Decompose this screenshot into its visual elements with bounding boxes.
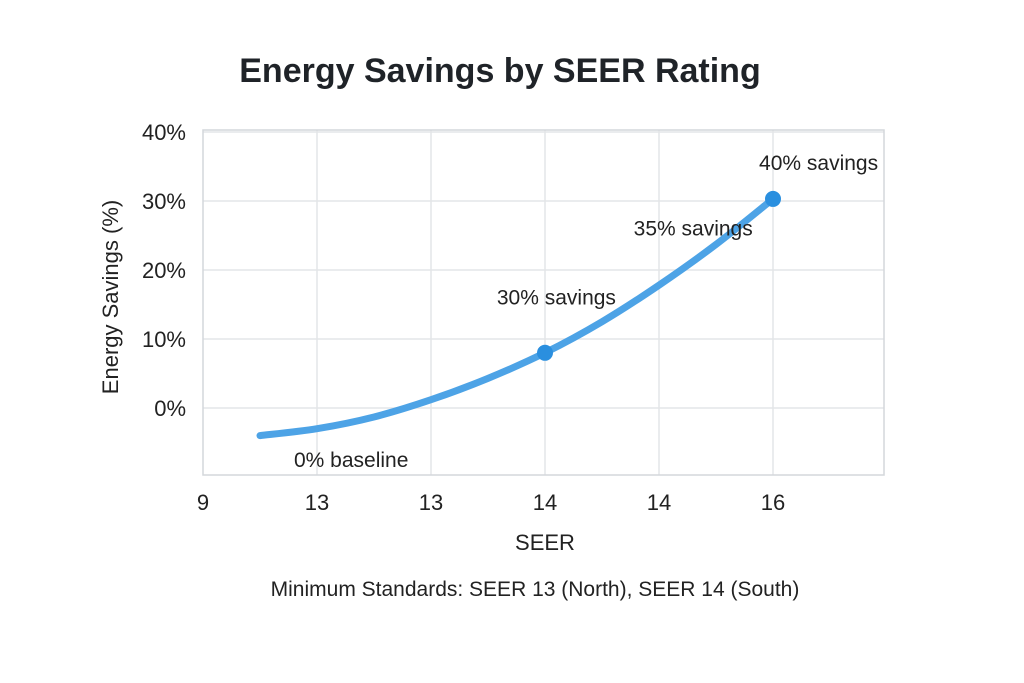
series-line: [256, 195, 777, 440]
y-tick-label: 30%: [142, 189, 186, 214]
plot-frame: [202, 129, 885, 476]
x-tick-label: 14: [647, 490, 671, 515]
y-axis: 40% 30% 20% 10% 0%: [142, 120, 186, 421]
x-tick-label: 16: [761, 490, 785, 515]
x-tick-label: 13: [419, 490, 443, 515]
annotation-label: 30% savings: [497, 287, 616, 310]
series-markers: [537, 190, 781, 361]
data-point: [537, 344, 553, 361]
y-tick-label: 10%: [142, 327, 186, 352]
annotation-label: 35% savings: [634, 218, 753, 241]
y-axis-label: Energy Savings (%): [98, 200, 123, 394]
grid: [203, 130, 884, 475]
y-tick-label: 0%: [154, 396, 186, 421]
footnote: Minimum Standards: SEER 13 (North), SEER…: [271, 578, 800, 601]
annotations: 0% baseline 30% savings 35% savings 40% sav…: [294, 152, 878, 472]
y-tick-label: 20%: [142, 258, 186, 283]
x-tick-label: 14: [533, 490, 557, 515]
x-axis: 9 13 13 14 14 16: [197, 490, 785, 515]
x-tick-label: 9: [197, 490, 209, 515]
y-tick-label: 40%: [142, 120, 186, 145]
x-tick-label: 13: [305, 490, 329, 515]
chart-title: Energy Savings by SEER Rating: [239, 52, 760, 90]
annotation-label: 40% savings: [759, 152, 878, 175]
annotation-label: 0% baseline: [294, 449, 408, 472]
x-axis-label: SEER: [515, 530, 575, 555]
data-point: [765, 190, 781, 207]
